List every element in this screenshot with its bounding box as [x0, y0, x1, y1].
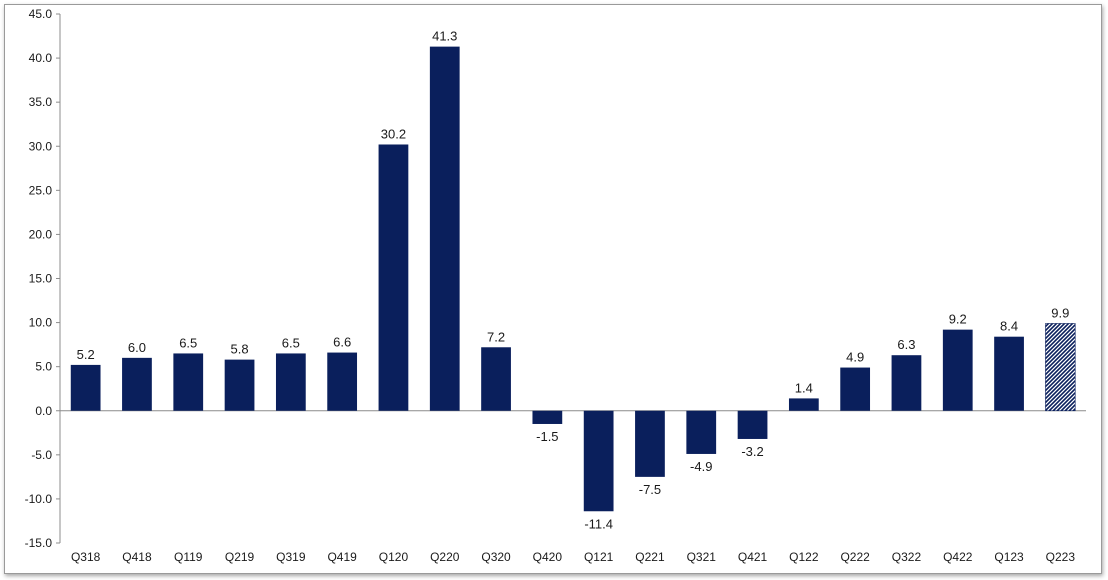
x-tick-label: Q319 [276, 550, 306, 564]
x-tick-label: Q421 [738, 550, 768, 564]
data-label: 5.8 [231, 342, 249, 357]
data-label: 6.5 [282, 335, 300, 350]
data-label: -11.4 [584, 516, 613, 531]
x-tick-label: Q419 [327, 550, 357, 564]
bar [840, 367, 871, 411]
bar [994, 336, 1024, 411]
x-tick-label: Q221 [635, 550, 665, 564]
y-tick-label: -10.0 [25, 492, 53, 506]
bar [583, 410, 614, 512]
x-tick-label: Q320 [481, 550, 511, 564]
bar [532, 410, 563, 424]
bar [275, 353, 306, 411]
x-tick-label: Q418 [122, 550, 152, 564]
data-label: -7.5 [639, 482, 661, 497]
data-label: 9.9 [1051, 305, 1069, 320]
y-tick-label: -15.0 [25, 536, 53, 550]
x-tick-label: Q119 [174, 550, 203, 564]
data-label: 5.2 [77, 347, 95, 362]
data-label: -4.9 [690, 459, 712, 474]
x-tick-label: Q321 [687, 550, 717, 564]
bar [686, 410, 717, 454]
bar [635, 410, 665, 477]
bar [173, 353, 204, 411]
x-tick-label: Q422 [943, 550, 973, 564]
y-tick-label: 20.0 [29, 227, 53, 241]
data-label: 30.2 [381, 126, 406, 141]
x-tick-label: Q222 [840, 550, 870, 564]
bar [942, 329, 973, 411]
bar [788, 398, 819, 411]
data-label: 6.6 [333, 335, 351, 350]
data-label: 6.0 [128, 340, 146, 355]
data-label: 9.2 [949, 312, 967, 327]
y-tick-label: 15.0 [29, 272, 53, 286]
y-tick-label: -5.0 [31, 448, 52, 462]
x-tick-label: Q220 [430, 550, 460, 564]
data-label: 8.4 [1000, 319, 1018, 334]
bar [70, 364, 101, 411]
bar [737, 410, 768, 439]
x-tick-label: Q123 [994, 550, 1024, 564]
x-tick-label: Q318 [71, 550, 101, 564]
y-tick-label: 35.0 [29, 95, 53, 109]
axis-layer: -15.0 -10.0 -5.0 0.0 5.0 10.0 15.0 20.0 25.0 30.0… [25, 7, 1086, 550]
data-label: 6.5 [179, 335, 197, 350]
data-label: 7.2 [487, 329, 505, 344]
bar [327, 352, 358, 411]
y-tick-label: 10.0 [29, 316, 53, 330]
y-tick-label: 5.0 [35, 360, 52, 374]
data-label: 6.3 [897, 337, 915, 352]
bar [378, 144, 409, 411]
x-tick-label: Q219 [225, 550, 255, 564]
x-tick-label: Q420 [533, 550, 563, 564]
label-layer: 5.2 Q318 6.0 Q418 6.5 Q119 5.8 Q219 6.5 Q319 6.6 Q4… [71, 29, 1075, 564]
data-label: -3.2 [741, 444, 763, 459]
data-label: -1.5 [536, 429, 558, 444]
bar [891, 355, 922, 411]
data-label: 4.9 [846, 350, 864, 365]
x-tick-label: Q322 [892, 550, 922, 564]
y-tick-label: 45.0 [29, 7, 53, 21]
x-tick-label: Q223 [1046, 550, 1076, 564]
bar-layer [70, 46, 1076, 512]
y-tick-label: 0.0 [35, 404, 52, 418]
data-label: 41.3 [432, 29, 457, 44]
data-label: 1.4 [795, 380, 813, 395]
bar [481, 347, 511, 411]
x-tick-label: Q121 [584, 550, 614, 564]
x-tick-label: Q120 [379, 550, 409, 564]
y-tick-label: 40.0 [29, 51, 53, 65]
bar [1045, 323, 1076, 412]
y-tick-label: 25.0 [29, 183, 53, 197]
y-tick-label: 30.0 [29, 139, 53, 153]
bar [224, 359, 255, 411]
bar [122, 357, 152, 411]
x-tick-label: Q122 [789, 550, 819, 564]
chart-frame [4, 4, 1102, 574]
bar [429, 46, 460, 411]
